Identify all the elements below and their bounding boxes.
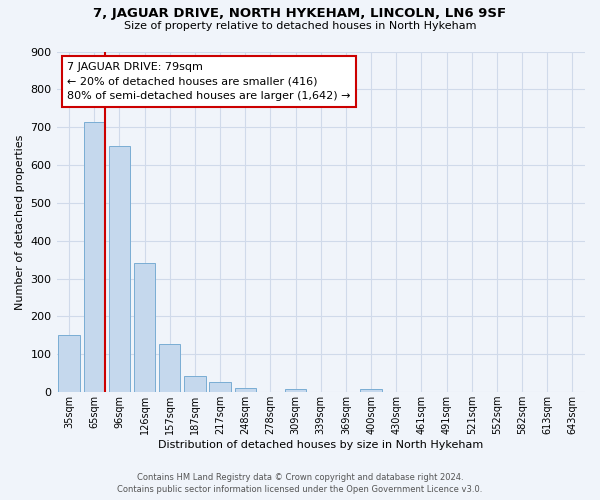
Bar (235, 388, 256, 392)
Bar (83, 122, 105, 392)
Bar (159, 344, 181, 392)
Bar (361, 389, 382, 392)
Bar (58, 336, 80, 392)
Bar (109, 146, 130, 392)
Bar (134, 264, 155, 392)
Text: 7, JAGUAR DRIVE, NORTH HYKEHAM, LINCOLN, LN6 9SF: 7, JAGUAR DRIVE, NORTH HYKEHAM, LINCOLN,… (94, 8, 506, 20)
Text: Size of property relative to detached houses in North Hykeham: Size of property relative to detached ho… (124, 21, 476, 31)
Y-axis label: Number of detached properties: Number of detached properties (15, 134, 25, 310)
Text: 7 JAGUAR DRIVE: 79sqm
← 20% of detached houses are smaller (416)
80% of semi-det: 7 JAGUAR DRIVE: 79sqm ← 20% of detached … (67, 62, 350, 102)
Bar (184, 376, 206, 392)
Bar (209, 382, 231, 392)
X-axis label: Distribution of detached houses by size in North Hykeham: Distribution of detached houses by size … (158, 440, 484, 450)
Text: Contains HM Land Registry data © Crown copyright and database right 2024.
Contai: Contains HM Land Registry data © Crown c… (118, 472, 482, 494)
Bar (285, 389, 307, 392)
